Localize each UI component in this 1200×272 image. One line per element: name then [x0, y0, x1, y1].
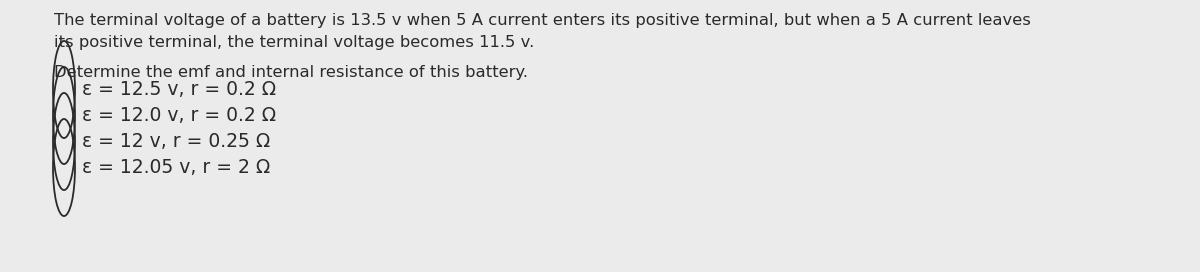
- Text: ε = 12.05 v, r = 2 Ω: ε = 12.05 v, r = 2 Ω: [82, 158, 270, 177]
- Text: ε = 12 v, r = 0.25 Ω: ε = 12 v, r = 0.25 Ω: [82, 132, 270, 151]
- Text: its positive terminal, the terminal voltage becomes 11.5 v.: its positive terminal, the terminal volt…: [54, 35, 534, 50]
- Text: ε = 12.0 v, r = 0.2 Ω: ε = 12.0 v, r = 0.2 Ω: [82, 106, 276, 125]
- Text: The terminal voltage of a battery is 13.5 v when 5 A current enters its positive: The terminal voltage of a battery is 13.…: [54, 13, 1031, 28]
- Text: ε = 12.5 v, r = 0.2 Ω: ε = 12.5 v, r = 0.2 Ω: [82, 80, 276, 99]
- Text: Determine the emf and internal resistance of this battery.: Determine the emf and internal resistanc…: [54, 65, 528, 80]
